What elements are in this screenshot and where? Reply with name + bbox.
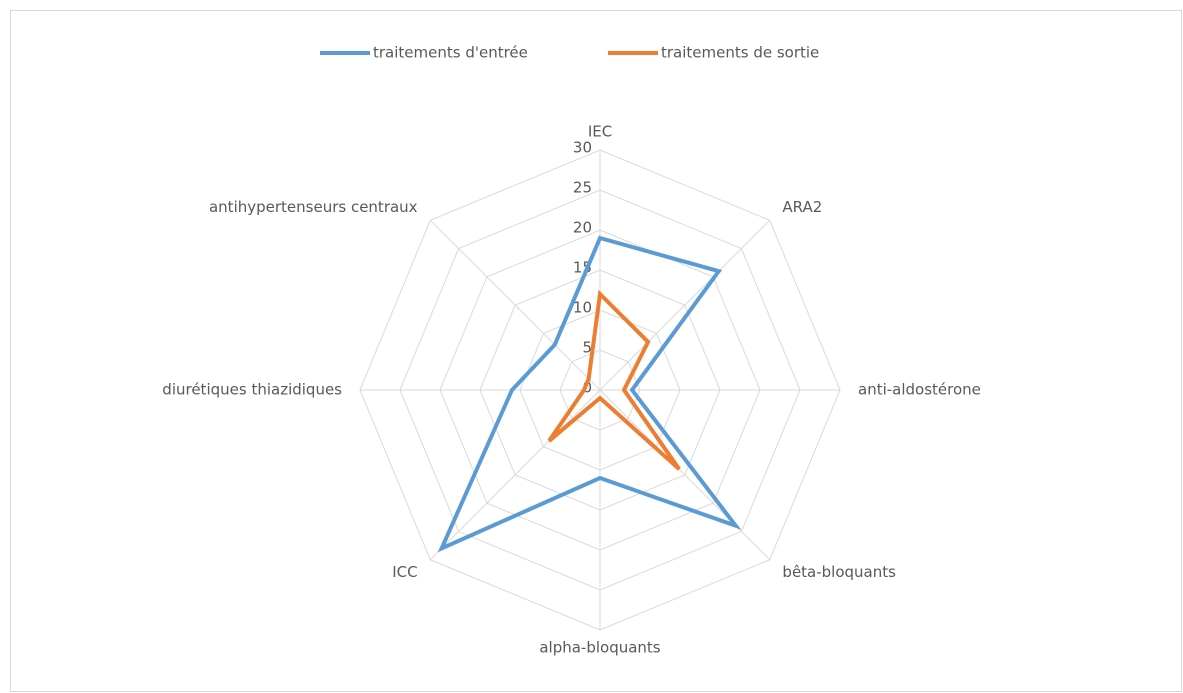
category-label: alpha-bloquants [539,639,660,657]
legend-label: traitements d'entrée [373,44,528,62]
spoke [599,389,771,561]
tick-label: 0 [582,379,592,397]
spoke [599,219,771,391]
tick-label: 10 [573,299,592,317]
tick-label: 5 [582,339,592,357]
tick-label: 30 [573,139,592,157]
spoke [429,219,601,391]
tick-label: 20 [573,219,592,237]
category-label: antihypertenseurs centraux [209,198,418,216]
category-label: anti-aldostérone [858,381,981,399]
legend-label: traitements de sortie [661,44,819,62]
category-label: ICC [392,563,417,581]
category-label: bêta-bloquants [782,563,896,581]
category-label: diurétiques thiazidiques [162,381,342,399]
spoke [429,389,601,561]
chart-frame [10,10,1182,692]
series-line [547,289,681,471]
tick-label: 25 [573,179,592,197]
category-label: IEC [588,123,612,141]
series-line [437,235,742,553]
category-label: ARA2 [782,198,822,216]
